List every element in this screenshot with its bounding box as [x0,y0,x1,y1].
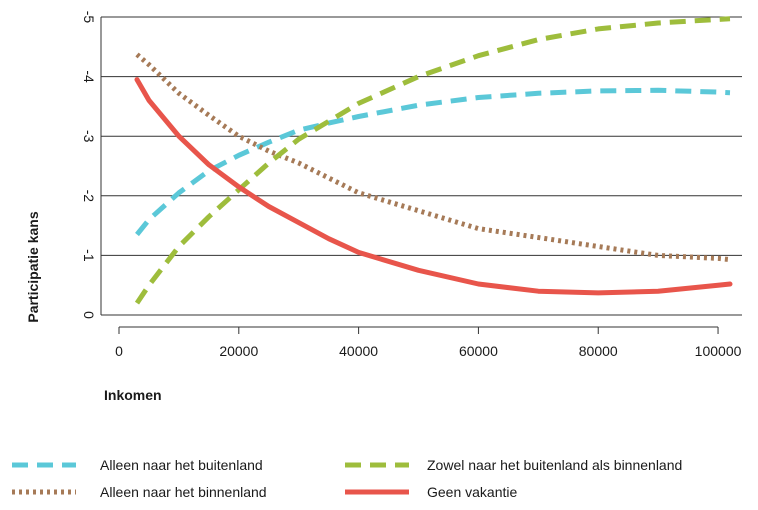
legend-label: Zowel naar het buitenland als binnenland [427,457,682,473]
series-lines [134,16,733,305]
y-axis-title: Participatie kans [25,211,41,322]
axes: 0 -1 -2 -3 -4 -5 0 20000 40000 60000 80000 100000 [81,11,742,359]
x-tick-label: 0 [115,343,123,359]
x-tick-label: 60000 [459,343,498,359]
legend-label: Alleen naar het buitenland [100,457,263,473]
y-tick-label: -5 [81,11,97,24]
x-tick-label: 80000 [579,343,618,359]
x-tick-label: 40000 [339,343,378,359]
series-line [134,77,733,296]
series-line [134,16,731,305]
gridlines [101,16,742,316]
series-line [135,52,731,263]
y-tick-label: -1 [81,249,97,262]
y-tick-label: -4 [81,70,97,83]
y-tick-label: 0 [81,311,97,319]
x-tick-label: 100000 [695,343,742,359]
x-tick-label: 20000 [219,343,258,359]
legend: Alleen naar het buitenland Zowel naar het… [12,457,682,500]
y-tick-label: -2 [81,190,97,203]
y-tick-label: -3 [81,130,97,143]
legend-label: Alleen naar het binnenland [100,484,267,500]
series-line [135,87,731,237]
x-axis-title: Inkomen [104,387,162,403]
legend-label: Geen vakantie [427,484,517,500]
